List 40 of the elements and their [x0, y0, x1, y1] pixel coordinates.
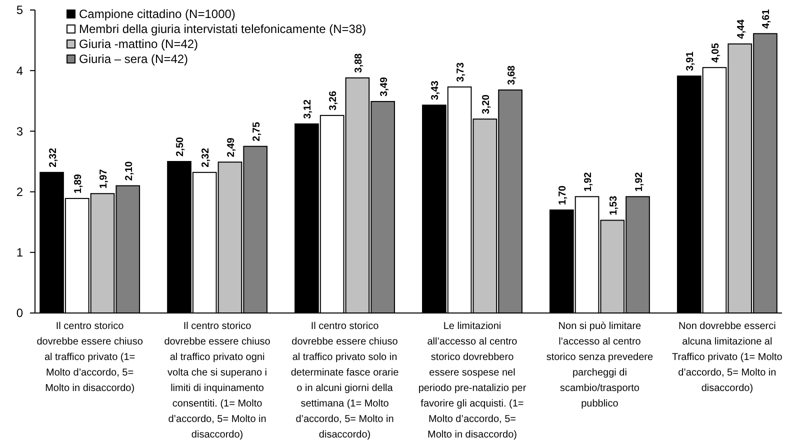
data-label: 2,49: [226, 137, 237, 158]
data-label: 3,88: [353, 52, 364, 73]
data-label: 3,68: [506, 65, 518, 85]
data-label: 3,26: [328, 90, 340, 110]
x-tick-label: Non si può limitare l’accesso al centro storico senza prevedere parcheggi di scambio/trasporto pubblico: [546, 321, 654, 410]
data-label: 4,61: [761, 8, 772, 29]
data-label: 1,97: [98, 168, 110, 189]
data-label: 3,12: [302, 99, 314, 119]
data-label: 3,91: [685, 51, 696, 72]
legend-label: Membri della giuria intervistati telefonicamente (N=38): [79, 22, 366, 36]
data-label: 2,32: [200, 148, 212, 168]
legend-label: Giuria – sera (N=42): [79, 52, 188, 66]
y-tick-label: 2: [16, 185, 24, 199]
data-label: 3,20: [480, 94, 492, 114]
y-tick-label: 5: [16, 3, 24, 18]
x-tick-label: Le limitazioni all’accesso al centro storico dovrebbero essere sospese nel periodo pre-natalizio per favorire gli acquisti. (1= Molto d’accordo, 5= Molto in disaccordo): [418, 321, 527, 440]
data-label: 1,53: [608, 195, 620, 216]
x-tick-label: Il centro storico dovrebbe essere chiuso al traffico privato (1= Molto d’accordo, 5= Molto in disaccordo): [36, 321, 144, 394]
data-label: 2,75: [251, 121, 262, 142]
y-tick-label: 1: [16, 246, 24, 260]
data-label: 3,49: [378, 76, 390, 97]
data-label: 2,10: [124, 160, 135, 181]
legend-label: Campione cittadino (N=1000): [79, 7, 236, 22]
data-label: 4,05: [710, 42, 722, 63]
data-label: 3,43: [430, 80, 442, 100]
data-label: 4,44: [736, 19, 747, 39]
x-tick-label: Il centro storico dovrebbe essere chiuso al traffico privato solo in determinate fasce orarie o in alcuni giorni della settimana (1= Molto d’accordo, 5= Molto in disaccordo): [290, 321, 400, 440]
y-tick-label: 3: [16, 124, 24, 138]
x-tick-label: Il centro storico dovrebbe essere chiuso al traffico privato ogni volta che si superano i limiti di inquinamento consentiti. (1= Molto d’accordo, 5= Molto in disaccordo): [164, 321, 271, 440]
data-label: 3,73: [456, 62, 467, 82]
data-label: 1,92: [583, 172, 594, 192]
y-tick-label: 4: [16, 64, 24, 78]
data-label: 1,89: [73, 174, 84, 194]
y-tick-label: 0: [16, 306, 24, 320]
data-label: 1,70: [558, 185, 569, 205]
data-label: 2,32: [48, 148, 59, 168]
legend-label: Giuria -mattino (N=42): [79, 37, 198, 52]
data-label: 2,50: [175, 136, 186, 156]
x-tick-label: Non dovrebbe esserci alcuna limitazione al Traffico privato (1= Molto d’accordo, 5= Molto in disaccordo): [672, 321, 783, 394]
data-label: 1,92: [634, 172, 645, 192]
